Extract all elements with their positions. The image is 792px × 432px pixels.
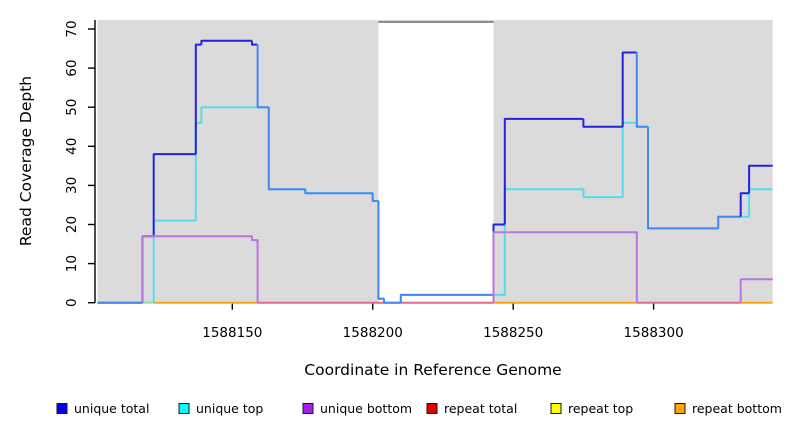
- x-tick-label: 1588300: [624, 325, 684, 341]
- series-line-unique-total: [267, 107, 306, 191]
- x-tick-label: 1588200: [343, 325, 403, 341]
- x-tick-label: 1588250: [483, 325, 543, 341]
- series-line-unique-total: [739, 192, 750, 217]
- series-line-unique-total: [194, 43, 202, 155]
- series-line-unique-total: [647, 126, 719, 230]
- x-tick-label: 1588150: [202, 325, 262, 341]
- y-axis-label: Read Coverage Depth: [17, 76, 35, 246]
- legend-label-unique-top: unique top: [196, 401, 263, 416]
- series-line-unique-total: [748, 164, 773, 194]
- legend-swatch-unique-total: [56, 403, 68, 414]
- y-tick-label: 20: [64, 216, 80, 233]
- legend: unique total unique top unique bottom repea…: [56, 401, 782, 416]
- legend-label-unique-bottom: unique bottom: [320, 401, 412, 416]
- repeat-gap-band: [378, 22, 494, 303]
- legend-swatch-unique-top: [178, 403, 190, 414]
- plot-area: 0 10 20 30 40 50 60 70 1588150 1588200 1588250 1588…: [64, 20, 773, 341]
- legend-label-repeat-top: repeat top: [568, 401, 633, 416]
- series-line-unique-total: [621, 51, 637, 127]
- series-line-unique-total: [371, 193, 379, 202]
- x-axis-label: Coordinate in Reference Genome: [304, 361, 561, 379]
- series-line-unique-total: [582, 118, 623, 128]
- legend-label-repeat-bottom: repeat bottom: [692, 401, 782, 416]
- y-tick-label: 0: [64, 298, 80, 307]
- series-line-unique-total: [304, 189, 373, 195]
- legend-label-unique-total: unique total: [74, 401, 149, 416]
- y-tick-label: 30: [64, 177, 80, 194]
- legend-label-repeat-total: repeat total: [444, 401, 517, 416]
- series-line-unique-total: [256, 44, 269, 109]
- y-tick-label: 10: [64, 255, 80, 272]
- y-tick-label: 70: [64, 20, 80, 37]
- series-line-unique-total: [152, 153, 196, 237]
- series-line-unique-total: [383, 298, 401, 304]
- series-line-unique-bottom: [141, 231, 773, 303]
- series-line-unique-total: [377, 201, 384, 300]
- series-line-unique-total: [200, 39, 252, 45]
- series-line-unique-total: [717, 215, 741, 229]
- legend-swatch-unique-bottom: [302, 403, 314, 414]
- series-line-unique-total: [635, 52, 648, 128]
- series-line-unique-total: [399, 293, 494, 303]
- series-line-unique-total: [503, 117, 584, 225]
- legend-swatch-repeat-top: [550, 403, 562, 414]
- y-tick-label: 60: [64, 60, 80, 77]
- legend-swatch-repeat-total: [426, 403, 438, 414]
- y-tick-label: 50: [64, 99, 80, 116]
- y-tick-label: 40: [64, 138, 80, 155]
- series-line-unique-total: [251, 40, 258, 46]
- legend-swatch-repeat-bottom: [674, 403, 686, 414]
